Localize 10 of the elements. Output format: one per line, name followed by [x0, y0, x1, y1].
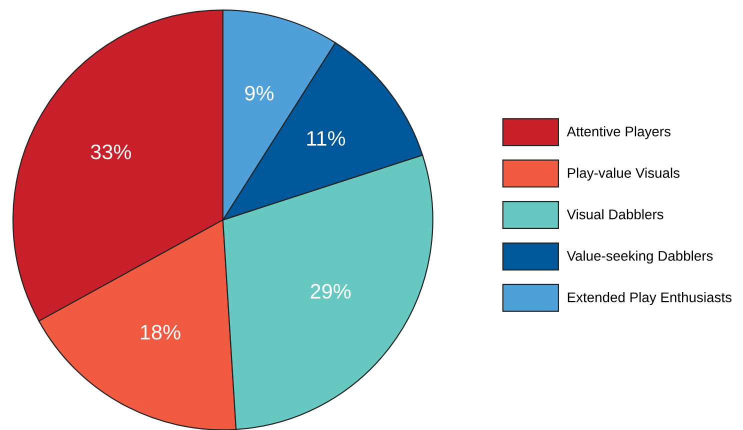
data-label: 33%: [90, 144, 131, 160]
data-label: 18%: [140, 324, 180, 340]
data-label: 9%: [245, 86, 274, 101]
legend-label: Extended Play Enthusiasts: [568, 292, 732, 305]
legend-label: Value-seeking Dabblers: [566, 250, 713, 264]
legend-label: Play-value Visuals: [568, 168, 680, 181]
data-label: 11%: [307, 131, 346, 146]
data-label: 29%: [310, 284, 351, 299]
legend-label: Attentive Players: [566, 126, 670, 140]
legend-label: Visual Dabblers: [566, 209, 664, 220]
